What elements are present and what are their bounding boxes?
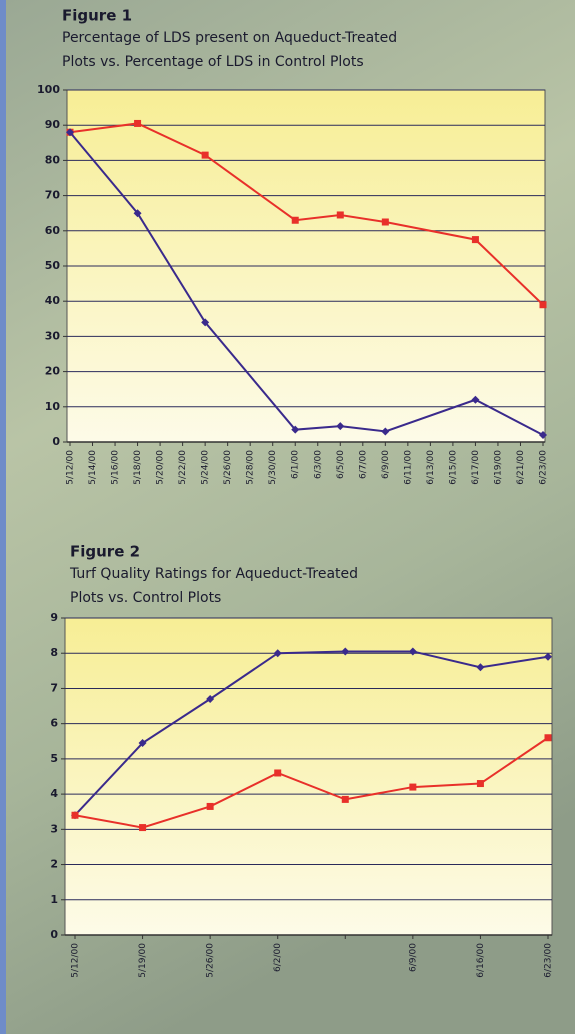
data-point — [207, 803, 214, 810]
y-tick-label: 100 — [37, 83, 60, 96]
y-tick-label: 70 — [45, 189, 61, 202]
y-tick-label: 2 — [50, 858, 58, 871]
page: Figure 1 Percentage of LDS present on Aqu… — [0, 0, 575, 1034]
border — [0, 0, 6, 1034]
y-tick-label: 40 — [45, 294, 61, 307]
data-point — [202, 152, 209, 159]
y-tick-label: 8 — [50, 646, 58, 659]
x-tick-label: 6/7/00 — [358, 450, 368, 479]
y-tick-label: 4 — [50, 787, 58, 800]
y-tick-label: 1 — [50, 893, 58, 906]
data-point — [139, 824, 146, 831]
chart-subtitle: Turf Quality Ratings for Aqueduct-Treate… — [69, 566, 358, 582]
y-tick-label: 80 — [45, 153, 61, 166]
x-tick-label: 6/5/00 — [336, 450, 346, 479]
chart-title: Figure 1 — [62, 7, 132, 25]
y-tick-label: 60 — [45, 224, 61, 237]
x-tick-label: 6/3/00 — [313, 450, 323, 479]
y-tick-label: 0 — [52, 435, 60, 448]
data-point — [292, 217, 299, 224]
chart-subtitle: Percentage of LDS present on Aqueduct-Tr… — [62, 30, 397, 46]
x-tick-label: 5/14/00 — [88, 450, 98, 485]
chart-title: Figure 2 — [70, 543, 140, 561]
x-tick-label: 5/28/00 — [246, 450, 256, 485]
x-tick-label: 5/22/00 — [178, 450, 188, 485]
x-tick-label: 5/24/00 — [201, 450, 211, 485]
chart-subtitle: Plots vs. Control Plots — [70, 590, 221, 606]
x-tick-label: 5/20/00 — [156, 450, 166, 485]
y-tick-label: 10 — [45, 400, 61, 413]
x-tick-label: 5/18/00 — [133, 450, 143, 485]
x-tick-label: 6/9/00 — [408, 943, 418, 972]
data-point — [342, 796, 349, 803]
x-tick-label: 5/12/00 — [71, 943, 81, 978]
data-point — [274, 769, 281, 776]
y-tick-label: 5 — [50, 752, 58, 765]
y-tick-label: 90 — [45, 118, 61, 131]
data-point — [540, 301, 547, 308]
x-tick-label: 6/23/00 — [539, 450, 549, 485]
y-tick-label: 30 — [45, 329, 61, 342]
chart-subtitle: Plots vs. Percentage of LDS in Control P… — [62, 54, 364, 70]
y-tick-label: 6 — [50, 717, 58, 730]
y-tick-label: 50 — [45, 259, 61, 272]
data-point — [337, 211, 344, 218]
data-point — [409, 784, 416, 791]
x-tick-label: 5/19/00 — [138, 943, 148, 978]
x-tick-label: 6/15/00 — [448, 450, 458, 485]
y-tick-label: 7 — [50, 681, 58, 694]
x-tick-label: 6/21/00 — [516, 450, 526, 485]
x-tick-label: 5/26/00 — [206, 943, 216, 978]
x-tick-label: 6/11/00 — [403, 450, 413, 485]
data-point — [382, 219, 389, 226]
x-tick-label: 6/2/00 — [273, 943, 283, 972]
x-tick-label: 6/19/00 — [493, 450, 503, 485]
y-tick-label: 9 — [50, 611, 58, 624]
data-point — [72, 812, 79, 819]
x-tick-label: 6/9/00 — [381, 450, 391, 479]
data-point — [134, 120, 141, 127]
x-tick-label: 5/26/00 — [223, 450, 233, 485]
x-tick-label: 5/16/00 — [111, 450, 121, 485]
x-tick-label: 5/12/00 — [66, 450, 76, 485]
x-tick-label: 5/30/00 — [268, 450, 278, 485]
data-point — [545, 734, 552, 741]
y-tick-label: 20 — [45, 365, 61, 378]
data-point — [472, 236, 479, 243]
x-tick-label: 6/1/00 — [291, 450, 301, 479]
x-tick-label: 6/23/00 — [544, 943, 554, 978]
y-tick-label: 3 — [50, 822, 58, 835]
x-tick-label: 6/13/00 — [426, 450, 436, 485]
x-tick-label: 6/16/00 — [476, 943, 486, 978]
data-point — [477, 780, 484, 787]
x-tick-label: 6/17/00 — [471, 450, 481, 485]
y-tick-label: 0 — [50, 928, 58, 941]
